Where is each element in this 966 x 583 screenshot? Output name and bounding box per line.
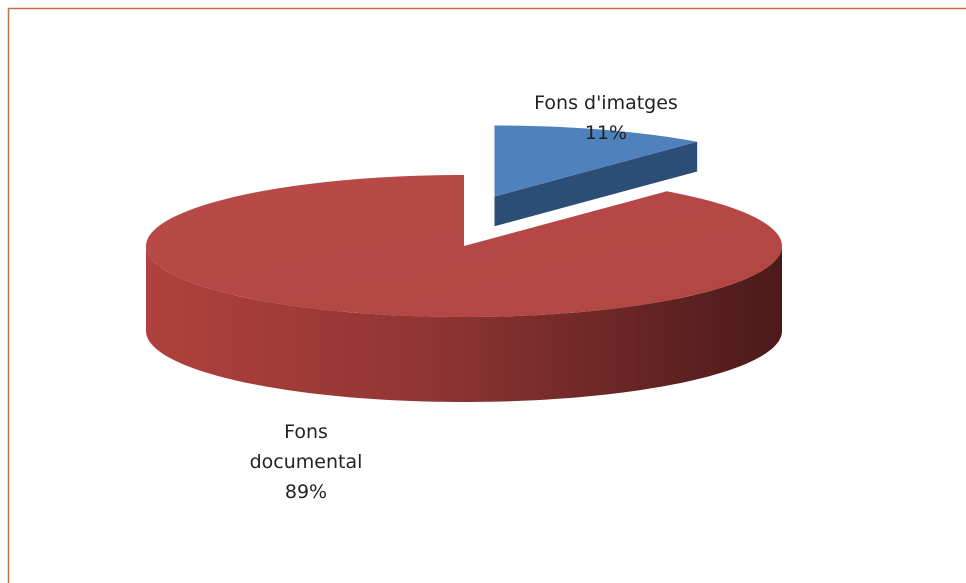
slice-side: [494, 141, 698, 227]
value-label: 89%: [284, 481, 328, 503]
category-label: Fons d'imatges: [534, 92, 678, 114]
slice-label: Fons d'imatges 11%: [496, 88, 716, 148]
slice-side: [146, 246, 782, 402]
category-label: Fons documental: [249, 421, 363, 473]
slice: [146, 175, 782, 317]
value-label: 11%: [584, 122, 628, 144]
slice: [494, 125, 698, 197]
slice-label: Fons documental 89%: [236, 417, 376, 507]
